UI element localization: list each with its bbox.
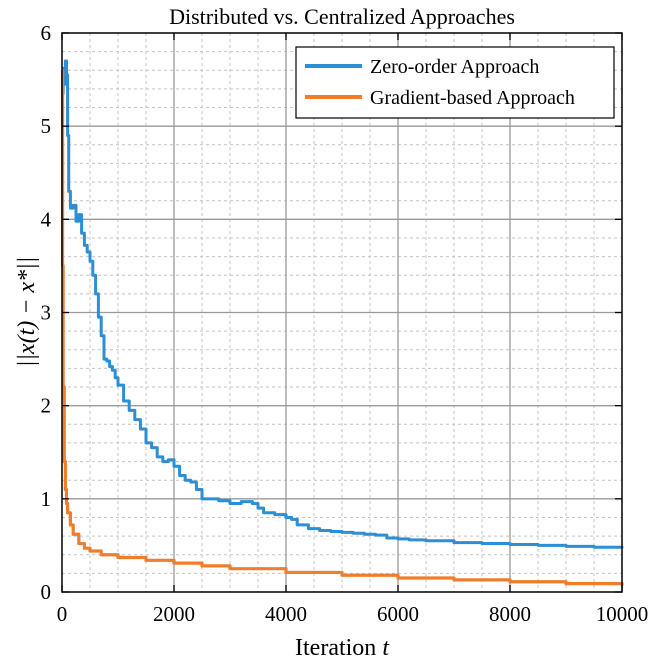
y-tick-label: 6 [41,21,52,45]
legend: Zero-order Approach Gradient-based Appro… [295,46,615,119]
x-axis-label-variable: t [382,635,390,661]
legend-label-zero-order: Zero-order Approach [370,56,539,78]
x-axis-label: Iteration t [295,635,390,661]
x-tick-label: 2000 [153,602,195,626]
x-tick-label: 10000 [596,602,649,626]
x-tick-label: 4000 [265,602,307,626]
y-axis-ticks: 0 1 2 3 4 5 6 [41,21,622,604]
y-tick-label: 0 [41,580,52,604]
x-axis-label-text: Iteration [295,635,376,661]
legend-box [295,46,615,119]
y-tick-label: 4 [41,207,52,231]
y-tick-label: 1 [41,487,52,511]
y-axis-label: ||x(t) − x*|| [14,257,40,368]
y-tick-label: 2 [41,394,52,418]
series-line-zero-order [61,59,624,549]
x-tick-label: 8000 [489,602,531,626]
series-line-gradient-based [60,68,624,586]
x-tick-label: 0 [57,602,68,626]
legend-label-gradient-based: Gradient-based Approach [370,87,575,109]
x-axis-ticks: 0 2000 4000 6000 8000 10000 [57,33,649,626]
major-grid [62,33,622,592]
x-tick-label: 6000 [377,602,419,626]
y-tick-label: 3 [41,301,52,325]
chart-title: Distributed vs. Centralized Approaches [169,4,515,29]
series-layer [60,59,624,586]
y-tick-label: 5 [41,114,52,138]
